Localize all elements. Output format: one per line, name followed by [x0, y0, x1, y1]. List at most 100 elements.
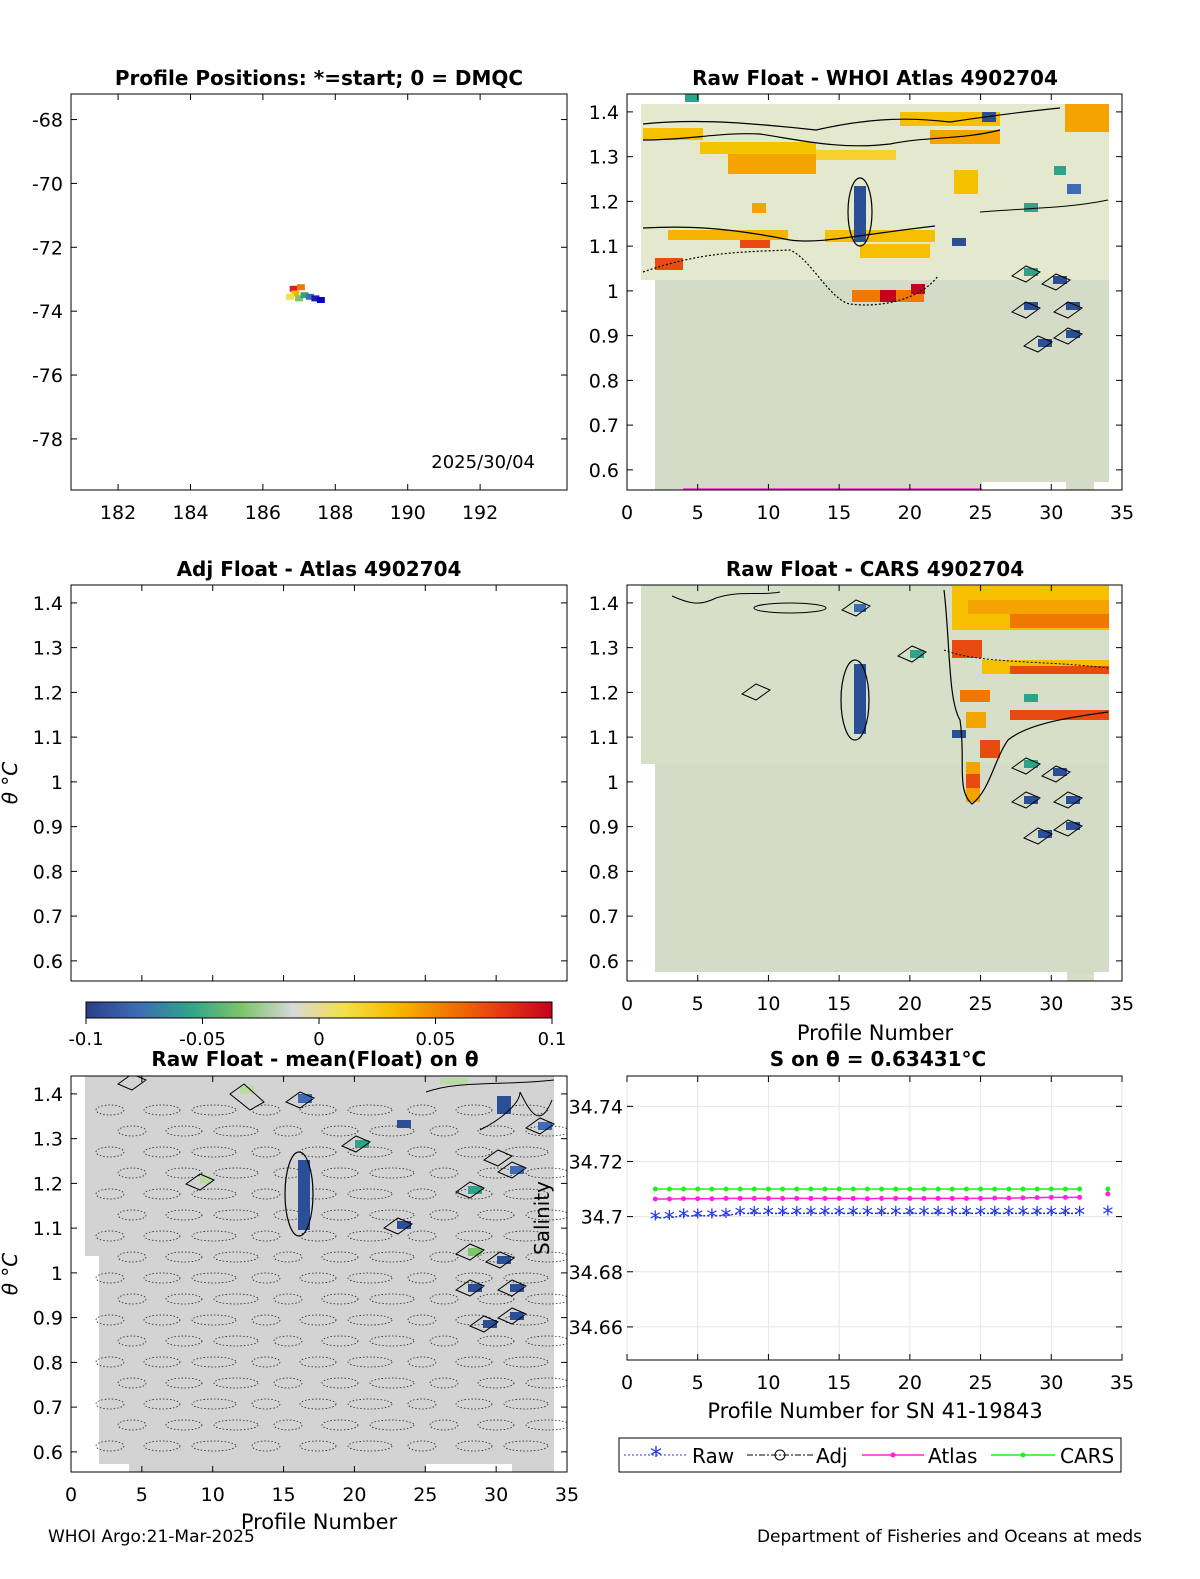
- y-tick-label: 1.2: [33, 1173, 63, 1195]
- x-tick-label: 15: [827, 993, 851, 1015]
- dotted-contour: [347, 1272, 393, 1284]
- x-tick-label: 10: [201, 1484, 225, 1506]
- colorbar-tick-label: 0: [313, 1029, 324, 1050]
- dotted-contour: [95, 1398, 125, 1410]
- x-tick-label: 0: [65, 1484, 77, 1506]
- colorbar-tick-label: -0.1: [68, 1029, 103, 1050]
- plot-frame: [70, 93, 568, 491]
- warm-band: [860, 244, 930, 258]
- y-tick-label: 1.3: [33, 1129, 63, 1151]
- anomaly-field: [71, 1076, 567, 1472]
- panel-title: Raw Float - WHOI Atlas 4902704: [692, 66, 1058, 90]
- x-tick-label: 0: [621, 1372, 633, 1394]
- dotted-contour: [525, 1125, 567, 1137]
- gap: [641, 280, 655, 490]
- dotted-contour: [455, 1440, 493, 1452]
- cold-cell: [1024, 302, 1038, 310]
- x-tick-label: 188: [317, 502, 353, 524]
- cold-cell: [1066, 330, 1080, 338]
- dotted-contour: [321, 1125, 359, 1137]
- data-point: [935, 1186, 941, 1192]
- dotted-contour: [213, 1293, 259, 1305]
- axis-ticks: 0 5 10 15 20 25 30 35 1.4 1.3 1.2 1.1 1 0.9 0.8 0.7 0.6: [589, 585, 1134, 1015]
- data-point: [822, 1195, 828, 1201]
- cold-cell: [468, 1248, 482, 1256]
- data-point: *: [1003, 1203, 1014, 1228]
- contour-loop: [840, 659, 870, 741]
- warm-band: [728, 154, 816, 174]
- footer-left: WHOI Argo:21-Mar-2025: [48, 1527, 255, 1547]
- x-tick-label: 35: [555, 1484, 579, 1506]
- data-point: [907, 1195, 913, 1201]
- cold-cell: [298, 1094, 312, 1103]
- data-point: [1048, 1194, 1054, 1200]
- anomaly-field: [627, 94, 1122, 490]
- data-point: [949, 1195, 955, 1201]
- position-markers: [286, 284, 325, 303]
- contour-line: [979, 199, 1109, 213]
- gap: [627, 94, 641, 490]
- data-point: [1020, 1186, 1026, 1192]
- data-point: *: [721, 1206, 732, 1231]
- y-tick-label: 1.4: [589, 593, 619, 615]
- dotted-contour: [407, 1314, 437, 1326]
- legend-adj-marker: [774, 1449, 786, 1461]
- contour-line: [642, 225, 936, 242]
- y-tick-label: 0.9: [33, 1308, 63, 1330]
- dotted-contour: [455, 1356, 493, 1368]
- y-tick-label: 0.6: [589, 951, 619, 973]
- x-tick-label: 0: [621, 502, 633, 524]
- y-tick-label: 34.7: [581, 1207, 623, 1229]
- x-tick-label: 184: [172, 502, 208, 524]
- position-marker: [295, 295, 304, 302]
- x-tick-label: 25: [968, 502, 992, 524]
- warm-band: [1010, 614, 1109, 628]
- position-marker: [289, 285, 298, 292]
- axis-ticks: 1.4 1.3 1.2 1.1 1 0.9 0.8 0.7 0.6: [33, 585, 568, 981]
- gap: [1109, 94, 1122, 490]
- y-tick-label: -72: [32, 237, 63, 259]
- data-point: [765, 1195, 771, 1201]
- cold-cell: [854, 604, 866, 612]
- data-point: [723, 1195, 729, 1201]
- plot-frame: [626, 93, 1123, 491]
- dotted-contour: [213, 1377, 259, 1389]
- cold-cell: [1053, 276, 1067, 284]
- cold-cell: [397, 1120, 411, 1128]
- dotted-contour: [299, 1356, 337, 1368]
- data-point: [681, 1186, 687, 1192]
- dotted-contour: [251, 1356, 281, 1368]
- dotted-contour: [95, 1230, 125, 1242]
- warm-band: [911, 284, 925, 294]
- cold-cell: [510, 1312, 524, 1320]
- position-marker: [286, 293, 295, 300]
- dotted-contour: [213, 1335, 259, 1347]
- cold-cell: [510, 1166, 524, 1174]
- data-point: *: [735, 1203, 746, 1228]
- contour-loop: [1010, 265, 1084, 353]
- position-marker: [291, 290, 300, 297]
- data-point: [992, 1186, 998, 1192]
- data-point: [1062, 1194, 1068, 1200]
- data-point: [1077, 1186, 1083, 1192]
- x-tick-label: 30: [1039, 1372, 1063, 1394]
- y-tick-label: 1.2: [589, 682, 619, 704]
- panel-title: Raw Float - mean(Float) on θ: [151, 1047, 478, 1071]
- y-axis-label: Salinity: [530, 1181, 554, 1255]
- gap: [641, 764, 655, 981]
- dotted-contour: [503, 1440, 549, 1452]
- dotted-contour: [321, 1335, 359, 1347]
- panel-title: Profile Positions: *=start; 0 = DMQC: [115, 66, 523, 90]
- dotted-contour: [455, 1146, 493, 1158]
- data-point: [963, 1195, 969, 1201]
- dotted-contour: [369, 1335, 415, 1347]
- position-marker: [296, 284, 305, 291]
- data-point: [935, 1195, 941, 1201]
- warm-band: [700, 142, 816, 154]
- cold-cell: [910, 650, 924, 658]
- dotted-contour: [407, 1230, 437, 1242]
- dotted-contour: [525, 1419, 567, 1431]
- y-tick-label: 1.1: [589, 236, 619, 258]
- dotted-contour: [191, 1398, 237, 1410]
- cold-cell: [1024, 796, 1038, 804]
